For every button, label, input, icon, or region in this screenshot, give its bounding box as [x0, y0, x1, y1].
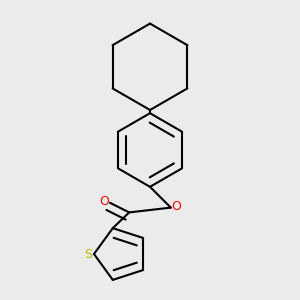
Text: S: S: [84, 248, 92, 260]
Text: O: O: [99, 195, 109, 208]
Text: O: O: [172, 200, 182, 213]
